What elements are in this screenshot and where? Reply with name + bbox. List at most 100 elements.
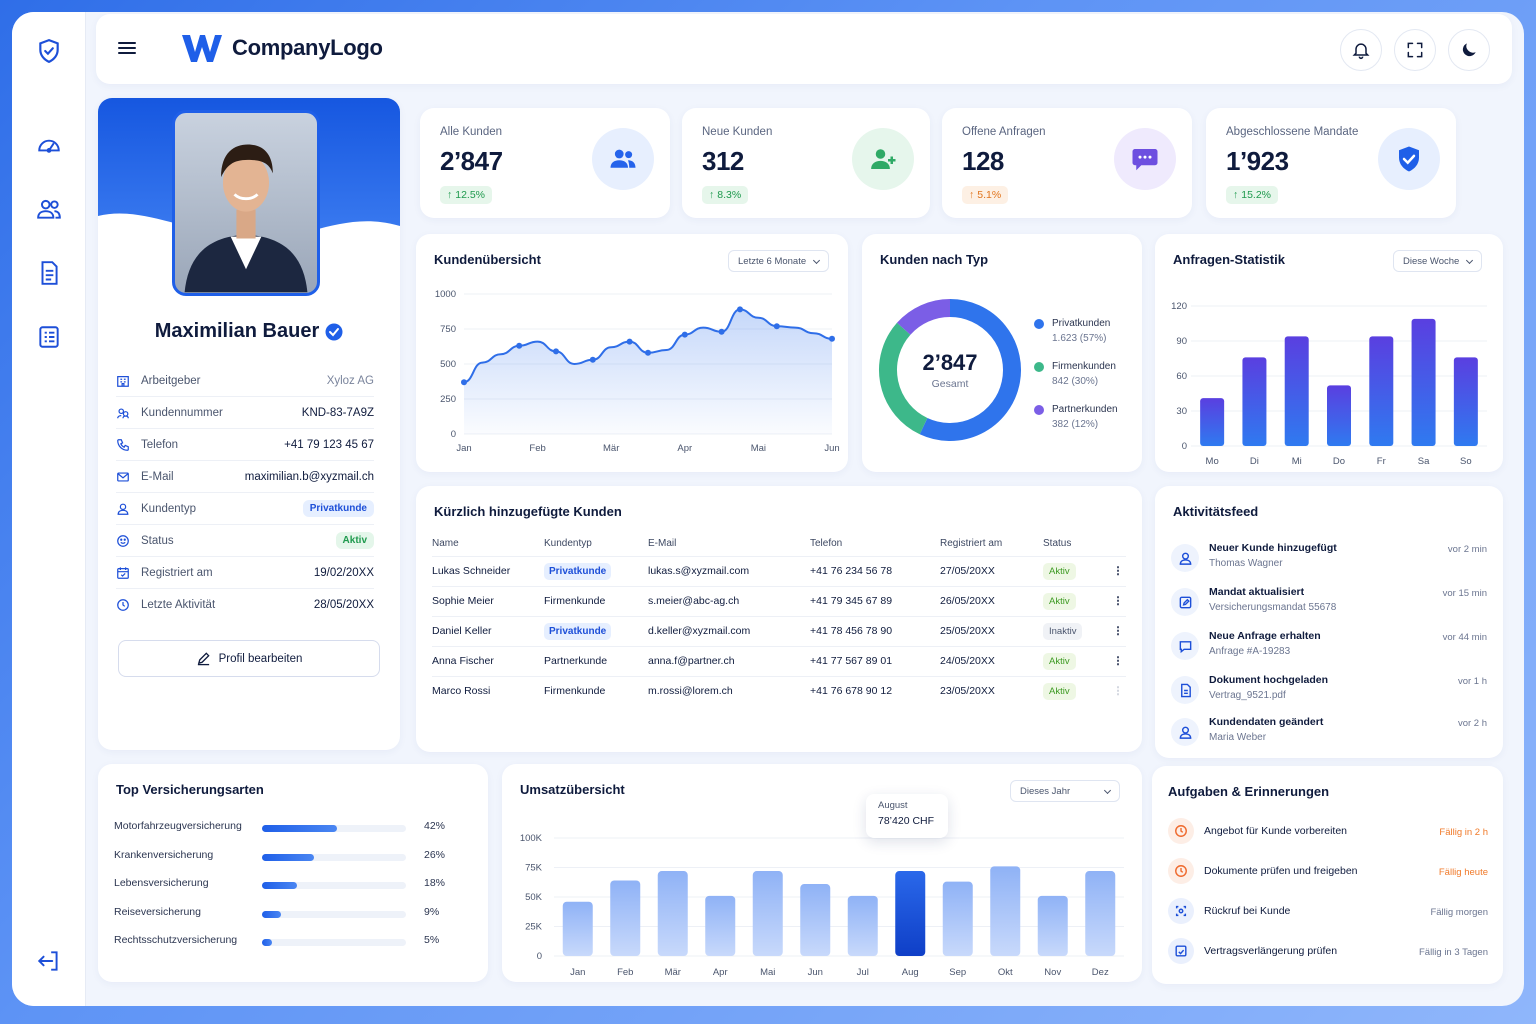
checklist-icon[interactable] bbox=[34, 322, 64, 352]
cell-status: Inaktiv bbox=[1043, 615, 1110, 646]
y-tick-label: 500 bbox=[440, 359, 456, 370]
card-title: Aktivitätsfeed bbox=[1173, 504, 1259, 519]
dashboard-gauge-icon[interactable] bbox=[34, 130, 64, 160]
insurance-row: Motorfahrzeugversicherung 42% bbox=[114, 820, 458, 840]
table-row[interactable]: Anna Fischer Partnerkunde anna.f@partner… bbox=[432, 645, 1126, 676]
progress-track bbox=[262, 825, 406, 832]
more-options-icon[interactable]: ⋮ bbox=[1110, 615, 1126, 646]
column-header[interactable]: E-Mail bbox=[648, 538, 677, 550]
column-header[interactable]: Telefon bbox=[810, 538, 843, 550]
activity-item[interactable]: Neuer Kunde hinzugefügt Thomas Wagner vo… bbox=[1171, 540, 1487, 580]
task-item[interactable]: Rückruf bei Kunde Fällig morgen bbox=[1168, 898, 1488, 928]
table-row[interactable]: Lukas Schneider Privatkunde lukas.s@xyzm… bbox=[432, 555, 1126, 586]
edit-profile-button[interactable]: Profil bearbeiten bbox=[118, 640, 380, 677]
bar bbox=[1284, 336, 1309, 446]
info-label: Arbeitgeber bbox=[141, 374, 201, 387]
insurance-percent: 9% bbox=[424, 905, 440, 918]
info-label: Status bbox=[141, 534, 174, 547]
clock-icon bbox=[1168, 858, 1194, 884]
task-title: Dokumente prüfen und freigeben bbox=[1204, 865, 1358, 877]
data-point bbox=[773, 323, 780, 330]
table-row[interactable]: Sophie Meier Firmenkunde s.meier@abc-ag.… bbox=[432, 585, 1126, 616]
fullscreen-icon[interactable] bbox=[1394, 29, 1436, 71]
donut-legend: Privatkunden 1.623 (57%) Firmenkunden 84… bbox=[1034, 318, 1138, 447]
card-title: Umsatzübersicht bbox=[520, 782, 625, 797]
cell-phone: +41 79 345 67 89 bbox=[810, 585, 940, 616]
column-header[interactable]: Registriert am bbox=[940, 538, 1003, 550]
info-value[interactable]: maximilian.b@xyzmail.ch bbox=[244, 470, 374, 483]
document-icon[interactable] bbox=[34, 258, 64, 288]
more-options-icon[interactable]: ⋮ bbox=[1110, 585, 1126, 616]
task-title: Vertragsverlängerung prüfen bbox=[1204, 945, 1338, 957]
legend-item[interactable]: Partnerkunden 382 (12%) bbox=[1034, 404, 1138, 447]
x-tick-label: Dez bbox=[1092, 967, 1109, 978]
donut-slice bbox=[879, 322, 928, 435]
stat-change-badge: ↑ 8.3% bbox=[702, 186, 749, 204]
logout-icon[interactable] bbox=[34, 946, 64, 976]
x-tick-label: Jan bbox=[456, 443, 471, 454]
activity-item[interactable]: Neue Anfrage erhalten Anfrage #A-19283 v… bbox=[1171, 628, 1487, 668]
x-tick-label: Mär bbox=[665, 967, 681, 978]
activity-item[interactable]: Kundendaten geändert Maria Weber vor 2 h bbox=[1171, 714, 1487, 754]
more-options-icon[interactable]: ⋮ bbox=[1110, 675, 1126, 706]
brand-logo[interactable]: CompanyLogo bbox=[180, 32, 383, 64]
task-item[interactable]: Dokumente prüfen und freigeben Fällig he… bbox=[1168, 858, 1488, 888]
activity-item[interactable]: Dokument hochgeladen Vertrag_9521.pdf vo… bbox=[1171, 672, 1487, 712]
stat-value: 312 bbox=[702, 146, 744, 176]
table-row[interactable]: Marco Rossi Firmenkunde m.rossi@lorem.ch… bbox=[432, 675, 1126, 706]
more-options-icon[interactable]: ⋮ bbox=[1110, 555, 1126, 586]
user-icon bbox=[1171, 544, 1199, 572]
shield-logo-icon[interactable] bbox=[34, 36, 64, 66]
more-options-icon[interactable]: ⋮ bbox=[1110, 645, 1126, 676]
stat-card-all-customers[interactable]: Alle Kunden 2’847 ↑ 12.5% bbox=[420, 108, 670, 218]
progress-track bbox=[262, 939, 406, 946]
column-header[interactable]: Kundentyp bbox=[544, 538, 592, 550]
bar bbox=[1369, 336, 1394, 446]
menu-icon[interactable] bbox=[116, 38, 138, 58]
x-tick-label: Nov bbox=[1044, 967, 1061, 978]
column-header[interactable]: Status bbox=[1043, 538, 1072, 550]
progress-track bbox=[262, 882, 406, 889]
table-row[interactable]: Daniel Keller Privatkunde d.keller@xyzma… bbox=[432, 615, 1126, 646]
task-item[interactable]: Angebot für Kunde vorbereiten Fällig in … bbox=[1168, 818, 1488, 848]
y-tick-label: 30 bbox=[1176, 406, 1187, 417]
pencil-icon bbox=[197, 652, 210, 666]
stat-card-closed-mandates[interactable]: Abgeschlossene Mandate 1’923 ↑ 15.2% bbox=[1206, 108, 1456, 218]
edit-profile-label: Profil bearbeiten bbox=[218, 652, 303, 665]
info-value[interactable]: +41 79 123 45 67 bbox=[284, 438, 374, 451]
stat-card-open-requests[interactable]: Offene Anfragen 128 ↑ 5.1% bbox=[942, 108, 1192, 218]
column-header[interactable]: Name bbox=[432, 538, 459, 550]
stat-change-badge: ↑ 12.5% bbox=[440, 186, 493, 204]
legend-item[interactable]: Privatkunden 1.623 (57%) bbox=[1034, 318, 1138, 361]
donut-slice bbox=[919, 299, 1021, 441]
task-due: Fällig in 2 h bbox=[1439, 827, 1488, 838]
revenue-bar-chart: 0 25K 50K 75K 100K Jan Feb Mär Apr Mai Jun Jul Aug Se… bbox=[520, 833, 1124, 978]
app-frame: CompanyLogo Maximilia bbox=[12, 12, 1524, 1006]
activity-item[interactable]: Mandat aktualisiert Versicherungsmandat … bbox=[1171, 584, 1487, 624]
cell-date: 25/05/20XX bbox=[940, 615, 1043, 646]
user-icon bbox=[116, 501, 132, 517]
type-badge: Privatkunde bbox=[544, 623, 612, 640]
x-tick-label: Do bbox=[1333, 456, 1345, 467]
stat-change-badge: ↑ 5.1% bbox=[962, 186, 1009, 204]
bar bbox=[1242, 357, 1267, 446]
cell-name: Marco Rossi bbox=[432, 675, 544, 706]
customer-line-chart: 0 250 500 750 1000 Jan Feb Mär Apr Mai Jun bbox=[435, 289, 840, 454]
dark-mode-moon-icon[interactable] bbox=[1448, 29, 1490, 71]
x-tick-label: Jan bbox=[570, 967, 585, 978]
stat-card-new-customers[interactable]: Neue Kunden 312 ↑ 8.3% bbox=[682, 108, 930, 218]
notification-bell-icon[interactable] bbox=[1340, 29, 1382, 71]
cell-phone: +41 78 456 78 90 bbox=[810, 615, 940, 646]
period-dropdown[interactable]: Letzte 6 Monate bbox=[728, 250, 830, 272]
week-dropdown[interactable]: Diese Woche bbox=[1393, 250, 1483, 272]
year-dropdown[interactable]: Dieses Jahr bbox=[1010, 780, 1120, 802]
users-icon[interactable] bbox=[34, 194, 64, 224]
activity-title: Dokument hochgeladen bbox=[1209, 674, 1329, 686]
task-item[interactable]: Vertragsverlängerung prüfen Fällig in 3 … bbox=[1168, 938, 1488, 968]
x-tick-label: So bbox=[1460, 456, 1472, 467]
cell-phone: +41 77 567 89 01 bbox=[810, 645, 940, 676]
stat-change: 8.3% bbox=[717, 189, 742, 201]
legend-item[interactable]: Firmenkunden 842 (30%) bbox=[1034, 361, 1138, 404]
arrow-up-icon: ↑ bbox=[1233, 189, 1239, 201]
chat-bubble-icon bbox=[1114, 128, 1176, 190]
